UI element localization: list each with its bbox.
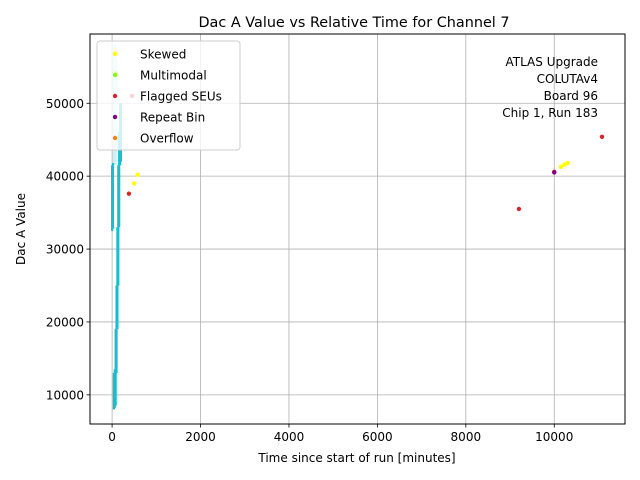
point-skewed bbox=[558, 164, 564, 169]
point-flagged-seus bbox=[126, 191, 132, 196]
x-tick-label: 0 bbox=[108, 430, 116, 444]
legend: Skewed Multimodal Flagged SEUs Repeat Bin Ov… bbox=[96, 40, 241, 151]
y-tick-label: 40000 bbox=[46, 170, 84, 184]
x-tick-label: 8000 bbox=[451, 430, 482, 444]
legend-label: Skewed bbox=[140, 48, 186, 62]
legend-marker bbox=[112, 114, 118, 120]
annotation-line: ATLAS Upgrade bbox=[505, 55, 598, 69]
legend-label: Flagged SEUs bbox=[140, 90, 222, 104]
legend-marker bbox=[112, 72, 118, 78]
y-axis-label: Dac A Value bbox=[14, 193, 28, 265]
chart-title: Dac A Value vs Relative Time for Channel… bbox=[198, 15, 509, 31]
point-flagged-seus bbox=[599, 134, 605, 139]
y-tick-label: 10000 bbox=[46, 388, 84, 402]
legend-box bbox=[96, 40, 241, 151]
point-repeat-bin bbox=[552, 170, 557, 175]
chart-annotation: ATLAS Upgrade COLUTAv4 Board 96 Chip 1, Run… bbox=[502, 55, 598, 120]
legend-label: Overflow bbox=[140, 132, 194, 146]
y-tick-label: 30000 bbox=[46, 243, 84, 257]
plot-frame bbox=[89, 33, 626, 425]
point-skewed bbox=[565, 160, 570, 166]
annotation-line: COLUTAv4 bbox=[537, 72, 598, 86]
x-tick-label: 10000 bbox=[535, 430, 573, 444]
x-tick-label: 6000 bbox=[362, 430, 393, 444]
y-tick-label: 20000 bbox=[46, 315, 84, 329]
legend-label: Multimodal bbox=[140, 69, 207, 83]
legend-marker bbox=[112, 135, 118, 141]
legend-label: Repeat Bin bbox=[140, 111, 205, 125]
point-skewed bbox=[132, 181, 137, 186]
annotation-line: Board 96 bbox=[544, 89, 598, 103]
point-skewed bbox=[135, 172, 140, 177]
axis-ticks: 0 2000 4000 6000 8000 10000 10000 20000 30000 400… bbox=[46, 97, 574, 444]
x-tick-label: 2000 bbox=[185, 430, 216, 444]
legend-marker bbox=[112, 93, 118, 99]
legend-marker bbox=[112, 51, 118, 57]
point-flagged-seus bbox=[516, 206, 522, 212]
x-tick-label: 4000 bbox=[274, 430, 305, 444]
annotation-line: Chip 1, Run 183 bbox=[502, 106, 598, 120]
x-axis-label: Time since start of run [minutes] bbox=[257, 451, 455, 465]
y-tick-label: 50000 bbox=[46, 97, 84, 111]
